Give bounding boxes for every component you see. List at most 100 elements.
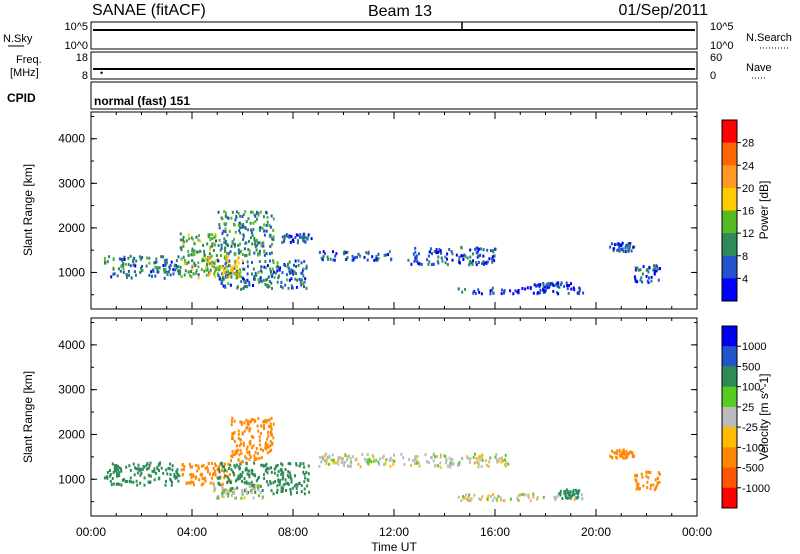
velocity-cell: [233, 453, 236, 456]
power-colorbar-label: 20: [742, 183, 754, 195]
power-cell: [269, 235, 272, 239]
velocity-cell: [307, 472, 310, 476]
power-cell: [252, 221, 255, 225]
velocity-cell: [195, 463, 197, 467]
power-cell: [239, 214, 242, 218]
power-cell: [264, 260, 267, 263]
power-cell: [145, 264, 148, 268]
power-cell: [259, 276, 262, 280]
power-cell: [268, 223, 271, 227]
velocity-cell: [132, 480, 135, 484]
power-cell: [258, 252, 261, 256]
power-cell: [155, 260, 158, 264]
power-cell: [285, 234, 288, 238]
power-cell: [247, 217, 250, 221]
power-cell: [206, 258, 209, 262]
power-cell: [235, 214, 238, 218]
power-cell: [618, 245, 621, 249]
velocity-cell: [642, 484, 645, 488]
velocity-cell: [272, 422, 275, 426]
velocity-cell: [207, 462, 210, 465]
power-colorbar-swatch: [722, 120, 737, 144]
power-cell: [215, 239, 217, 243]
velocity-xticks: 00:00 04:00 08:00 12:00 16:00 20:00 00:00: [76, 318, 712, 539]
power-ytick-label: 3000: [58, 176, 85, 190]
power-cell: [366, 258, 369, 262]
power-cell: [197, 273, 200, 277]
power-cell: [264, 278, 267, 282]
power-frame: [90, 111, 698, 310]
power-cell: [538, 285, 541, 289]
power-cell: [471, 262, 474, 266]
velocity-cell: [225, 492, 228, 496]
velocity-cell: [235, 449, 238, 453]
velocity-xtick-label: 00:00: [682, 525, 712, 539]
velocity-cell: [517, 498, 520, 502]
power-cell: [118, 257, 121, 261]
power-cell: [227, 264, 230, 268]
power-cell: [548, 284, 551, 288]
velocity-cell: [273, 467, 276, 471]
velocity-cell: [211, 476, 213, 480]
velocity-cell: [460, 499, 463, 503]
velocity-cell: [623, 450, 625, 453]
velocity-cell: [246, 468, 248, 472]
power-cell: [305, 264, 308, 268]
velocity-cell: [238, 467, 241, 471]
power-cell: [199, 249, 202, 253]
velocity-cell: [125, 465, 128, 469]
velocity-cell: [263, 427, 266, 431]
velocity-cell: [198, 478, 201, 482]
power-cell: [230, 271, 233, 275]
velocity-cell: [235, 463, 238, 467]
velocity-cell: [268, 449, 271, 453]
velocity-ytick-label: 2000: [58, 427, 85, 441]
power-cell: [414, 246, 417, 250]
power-cell: [650, 279, 653, 283]
power-cell: [653, 272, 656, 276]
power-cell: [203, 269, 206, 273]
freq-tick-bottom-left: 8: [82, 70, 88, 82]
velocity-cell: [656, 481, 659, 485]
velocity-cell: [640, 472, 643, 476]
power-cell: [346, 250, 349, 254]
velocity-cell: [558, 492, 561, 496]
velocity-cell: [230, 459, 232, 463]
power-cell: [482, 254, 485, 258]
velocity-cell: [165, 479, 167, 483]
power-cell: [277, 276, 280, 280]
power-cell: [252, 267, 255, 271]
velocity-cell: [269, 431, 272, 435]
velocity-colorbar-label: -25: [742, 422, 758, 434]
power-cell: [295, 272, 298, 276]
power-cell: [332, 250, 334, 254]
velocity-cell: [478, 497, 481, 501]
velocity-cell: [132, 462, 135, 466]
power-cell: [233, 253, 236, 257]
power-cell: [539, 283, 542, 287]
power-cell: [412, 252, 415, 256]
power-cell: [220, 280, 223, 284]
velocity-cell: [296, 491, 298, 495]
power-cell: [533, 283, 536, 287]
power-cell: [217, 274, 220, 277]
power-cell: [552, 283, 555, 287]
velocity-cell: [444, 454, 447, 458]
power-cell: [226, 233, 229, 237]
power-cell: [650, 275, 653, 279]
power-cell: [633, 275, 636, 279]
power-cell: [486, 260, 489, 264]
power-cell: [237, 261, 240, 265]
power-cell: [127, 256, 130, 260]
velocity-cell: [268, 418, 271, 422]
power-cluster: [179, 232, 220, 280]
velocity-cell: [252, 483, 255, 487]
power-cell: [620, 243, 623, 247]
power-cell: [248, 252, 251, 256]
velocity-cell: [113, 466, 116, 470]
velocity-cell: [461, 457, 464, 461]
power-cell: [526, 286, 529, 290]
velocity-cell: [266, 480, 268, 484]
power-cell: [235, 274, 238, 277]
